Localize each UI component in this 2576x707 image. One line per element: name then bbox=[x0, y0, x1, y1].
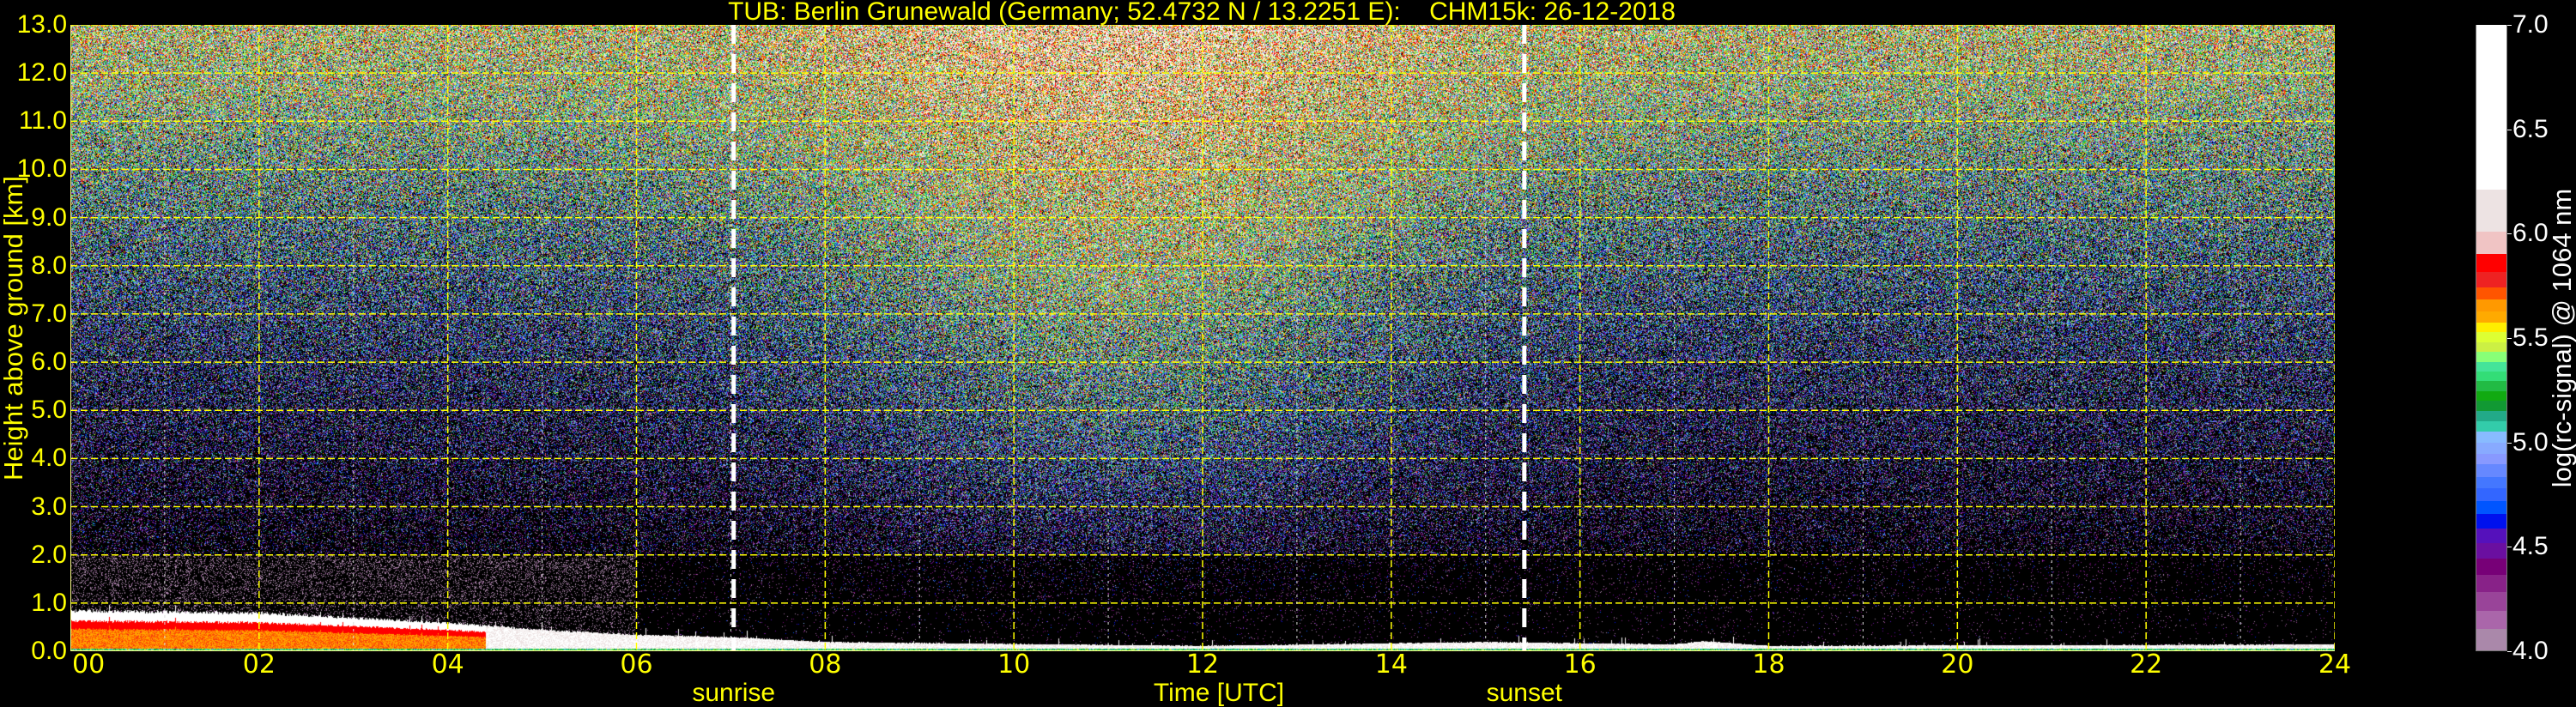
y-tick-label: 4.0 bbox=[31, 444, 67, 473]
x-tick-label: 18 bbox=[1752, 650, 1785, 680]
x-tick-label: 12 bbox=[1185, 650, 1220, 680]
colorbar-segment bbox=[2476, 286, 2506, 300]
chart-title: TUB: Berlin Grunewald (Germany; 52.4732 … bbox=[728, 0, 1676, 26]
y-tick-label: 8.0 bbox=[31, 251, 67, 280]
x-tick-label: 10 bbox=[997, 650, 1031, 680]
colorbar-segment bbox=[2476, 420, 2506, 432]
sunset-label: sunset bbox=[1486, 679, 1563, 707]
colorbar-tick-label: 4.5 bbox=[2507, 532, 2549, 561]
colorbar-segment bbox=[2476, 430, 2506, 444]
colorbar-segment bbox=[2476, 499, 2506, 515]
y-tick-label: 11.0 bbox=[18, 106, 67, 136]
colorbar-segment bbox=[2476, 558, 2506, 575]
colorbar-tick-label: 5.5 bbox=[2507, 323, 2549, 352]
colorbar-segment bbox=[2476, 341, 2506, 353]
colorbar-segment bbox=[2476, 462, 2506, 478]
colorbar-segment bbox=[2476, 627, 2506, 650]
x-tick-label: 06 bbox=[620, 650, 653, 680]
plot-area bbox=[70, 25, 2335, 651]
colorbar-segment bbox=[2476, 360, 2506, 372]
x-tick-label: 24 bbox=[2318, 650, 2352, 680]
colorbar-segment bbox=[2476, 379, 2506, 392]
y-tick-label: 0.0 bbox=[31, 637, 67, 665]
y-tick-label: 5.0 bbox=[31, 396, 67, 425]
colorbar-segment bbox=[2476, 330, 2506, 342]
y-axis-label: Height above ground [km] bbox=[0, 176, 28, 480]
colorbar-segment bbox=[2476, 298, 2506, 311]
colorbar-segment bbox=[2476, 527, 2506, 544]
grid-overlay bbox=[70, 25, 2335, 651]
colorbar-segment bbox=[2476, 350, 2506, 363]
colorbar-segment bbox=[2476, 24, 2506, 190]
x-tick-label: 02 bbox=[242, 650, 276, 680]
colorbar-segment bbox=[2476, 541, 2506, 559]
colorbar-segment bbox=[2476, 609, 2506, 630]
colorbar-segment bbox=[2476, 512, 2506, 529]
y-tick-label: 7.0 bbox=[31, 299, 67, 328]
colorbar-tick-label: 4.0 bbox=[2507, 637, 2549, 665]
colorbar-label: log(rc-signal) @ 1064 nm bbox=[2547, 188, 2576, 488]
colorbar-segment bbox=[2476, 253, 2506, 273]
x-tick-label: 16 bbox=[1563, 650, 1597, 680]
colorbar-segment bbox=[2476, 590, 2506, 612]
sunrise-label: sunrise bbox=[692, 679, 776, 707]
x-tick-label: 00 bbox=[72, 650, 106, 680]
y-tick-label: 13.0 bbox=[16, 10, 67, 39]
colorbar-segment bbox=[2476, 573, 2506, 592]
y-tick-label: 3.0 bbox=[31, 492, 67, 521]
colorbar-tick-label: 5.0 bbox=[2507, 427, 2549, 456]
colorbar-segment bbox=[2476, 370, 2506, 382]
y-tick-label: 12.0 bbox=[16, 58, 67, 88]
y-tick-label: 2.0 bbox=[31, 540, 67, 569]
y-tick-label: 9.0 bbox=[31, 202, 67, 232]
colorbar-tick-label: 6.5 bbox=[2507, 114, 2549, 143]
x-tick-label: 14 bbox=[1374, 650, 1408, 680]
colorbar-segment bbox=[2476, 452, 2506, 465]
y-tick-label: 1.0 bbox=[31, 588, 67, 617]
x-tick-label: 22 bbox=[2130, 650, 2163, 680]
colorbar-tick-label: 6.0 bbox=[2507, 219, 2549, 248]
colorbar-segment bbox=[2476, 390, 2506, 402]
y-tick-label: 6.0 bbox=[31, 347, 67, 377]
colorbar-segment bbox=[2476, 441, 2506, 455]
colorbar-segment bbox=[2476, 475, 2506, 489]
colorbar-segment bbox=[2476, 188, 2506, 232]
colorbar-segment bbox=[2476, 230, 2506, 255]
colorbar-segment bbox=[2476, 321, 2506, 332]
colorbar-tick-label: 7.0 bbox=[2507, 10, 2549, 39]
x-tick-label: 04 bbox=[431, 650, 464, 680]
colorbar bbox=[2476, 24, 2507, 651]
x-axis-label: Time [UTC] bbox=[1153, 679, 1285, 707]
x-tick-label: 20 bbox=[1941, 650, 1974, 680]
y-tick-label: 10.0 bbox=[16, 154, 67, 184]
x-tick-label: 08 bbox=[809, 650, 842, 680]
colorbar-segment bbox=[2476, 486, 2506, 501]
colorbar-segment bbox=[2476, 270, 2506, 288]
colorbar-segment bbox=[2476, 409, 2506, 422]
colorbar-segment bbox=[2476, 399, 2506, 412]
colorbar-segment bbox=[2476, 310, 2506, 323]
